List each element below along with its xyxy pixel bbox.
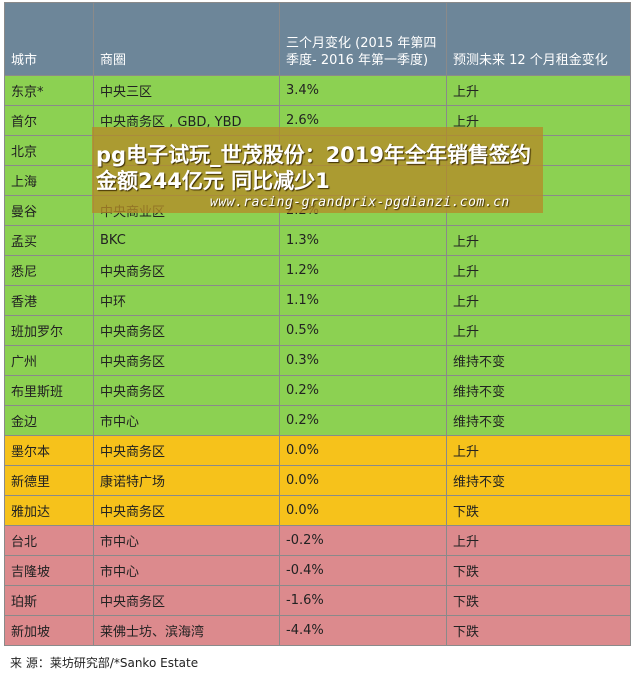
cell-change: -0.2% [279,525,447,556]
cell-city: 新德里 [4,465,94,496]
table-row: 孟买 BKC 1.3% 上升 [4,225,631,256]
cell-city: 广州 [4,345,94,376]
cell-forecast: 维持不变 [446,405,631,436]
table-row: 墨尔本 中央商务区 0.0% 上升 [4,435,631,466]
cell-change: 3.4% [279,75,447,106]
cell-city: 雅加达 [4,495,94,526]
rent-change-table: 城市 商圈 三个月变化 (2015 年第四季度- 2016 年第一季度) 预测未… [4,2,631,646]
cell-city: 悉尼 [4,255,94,286]
cell-district: 中央商务区 [93,315,280,346]
cell-district: 莱佛士坊、滨海湾 [93,615,280,646]
table-header: 城市 商圈 三个月变化 (2015 年第四季度- 2016 年第一季度) 预测未… [4,2,631,76]
overlay-url: www.racing-grandprix-pgdianzi.com.cn [210,195,510,210]
cell-city: 金边 [4,405,94,436]
cell-forecast: 维持不变 [446,375,631,406]
cell-change: 0.2% [279,375,447,406]
table-row: 布里斯班 中央商务区 0.2% 维持不变 [4,375,631,406]
table-row: 金边 市中心 0.2% 维持不变 [4,405,631,436]
cell-city: 台北 [4,525,94,556]
cell-forecast: 上升 [446,315,631,346]
cell-forecast: 维持不变 [446,465,631,496]
header-change: 三个月变化 (2015 年第四季度- 2016 年第一季度) [279,2,447,76]
cell-change: 1.3% [279,225,447,256]
header-district: 商圈 [93,2,280,76]
cell-district: 中央商务区 [93,495,280,526]
cell-forecast: 上升 [446,255,631,286]
header-forecast: 预测未来 12 个月租金变化 [446,2,631,76]
cell-district: 中央商务区 [93,255,280,286]
cell-district: BKC [93,225,280,256]
table-row: 班加罗尔 中央商务区 0.5% 上升 [4,315,631,346]
cell-district: 中央商务区 [93,345,280,376]
table-row: 新加坡 莱佛士坊、滨海湾 -4.4% 下跌 [4,615,631,646]
cell-district: 中央三区 [93,75,280,106]
table-row: 吉隆坡 市中心 -0.4% 下跌 [4,555,631,586]
cell-forecast: 下跌 [446,495,631,526]
cell-district: 康诺特广场 [93,465,280,496]
cell-city: 吉隆坡 [4,555,94,586]
cell-change: 0.0% [279,435,447,466]
cell-change: -0.4% [279,555,447,586]
cell-change: 0.2% [279,405,447,436]
cell-change: 0.5% [279,315,447,346]
table-row: 台北 市中心 -0.2% 上升 [4,525,631,556]
table-row: 广州 中央商务区 0.3% 维持不变 [4,345,631,376]
source-note: 来 源：莱坊研究部/*Sanko Estate [10,656,199,670]
cell-forecast: 维持不变 [446,345,631,376]
cell-district: 中央商务区 [93,585,280,616]
cell-city: 新加坡 [4,615,94,646]
cell-city: 北京 [4,135,94,166]
overlay-title: pg电子试玩_世茂股份：2019年全年销售签约金额244亿元 同比减少1 [96,143,532,193]
cell-district: 中央商务区 [93,435,280,466]
cell-change: 0.0% [279,495,447,526]
cell-district: 市中心 [93,555,280,586]
cell-forecast: 下跌 [446,555,631,586]
cell-district: 市中心 [93,405,280,436]
cell-forecast: 上升 [446,225,631,256]
header-city: 城市 [4,2,94,76]
cell-change: 0.0% [279,465,447,496]
cell-city: 首尔 [4,105,94,136]
cell-district: 中央商务区 [93,375,280,406]
cell-city: 珀斯 [4,585,94,616]
overlay-banner [92,127,543,213]
cell-city: 上海 [4,165,94,196]
cell-change: 1.1% [279,285,447,316]
cell-district: 市中心 [93,525,280,556]
table-row: 悉尼 中央商务区 1.2% 上升 [4,255,631,286]
cell-forecast: 上升 [446,75,631,106]
cell-forecast: 下跌 [446,585,631,616]
cell-city: 曼谷 [4,195,94,226]
cell-city: 孟买 [4,225,94,256]
table-row: 新德里 康诺特广场 0.0% 维持不变 [4,465,631,496]
cell-forecast: 上升 [446,525,631,556]
cell-change: -1.6% [279,585,447,616]
cell-city: 墨尔本 [4,435,94,466]
table-row: 雅加达 中央商务区 0.0% 下跌 [4,495,631,526]
cell-forecast: 上升 [446,285,631,316]
cell-change: 1.2% [279,255,447,286]
cell-change: 0.3% [279,345,447,376]
cell-city: 布里斯班 [4,375,94,406]
cell-forecast: 上升 [446,435,631,466]
cell-city: 香港 [4,285,94,316]
cell-district: 中环 [93,285,280,316]
cell-city: 东京* [4,75,94,106]
cell-change: -4.4% [279,615,447,646]
table-row: 东京* 中央三区 3.4% 上升 [4,75,631,106]
table-row: 珀斯 中央商务区 -1.6% 下跌 [4,585,631,616]
table-row: 香港 中环 1.1% 上升 [4,285,631,316]
cell-forecast: 下跌 [446,615,631,646]
cell-city: 班加罗尔 [4,315,94,346]
